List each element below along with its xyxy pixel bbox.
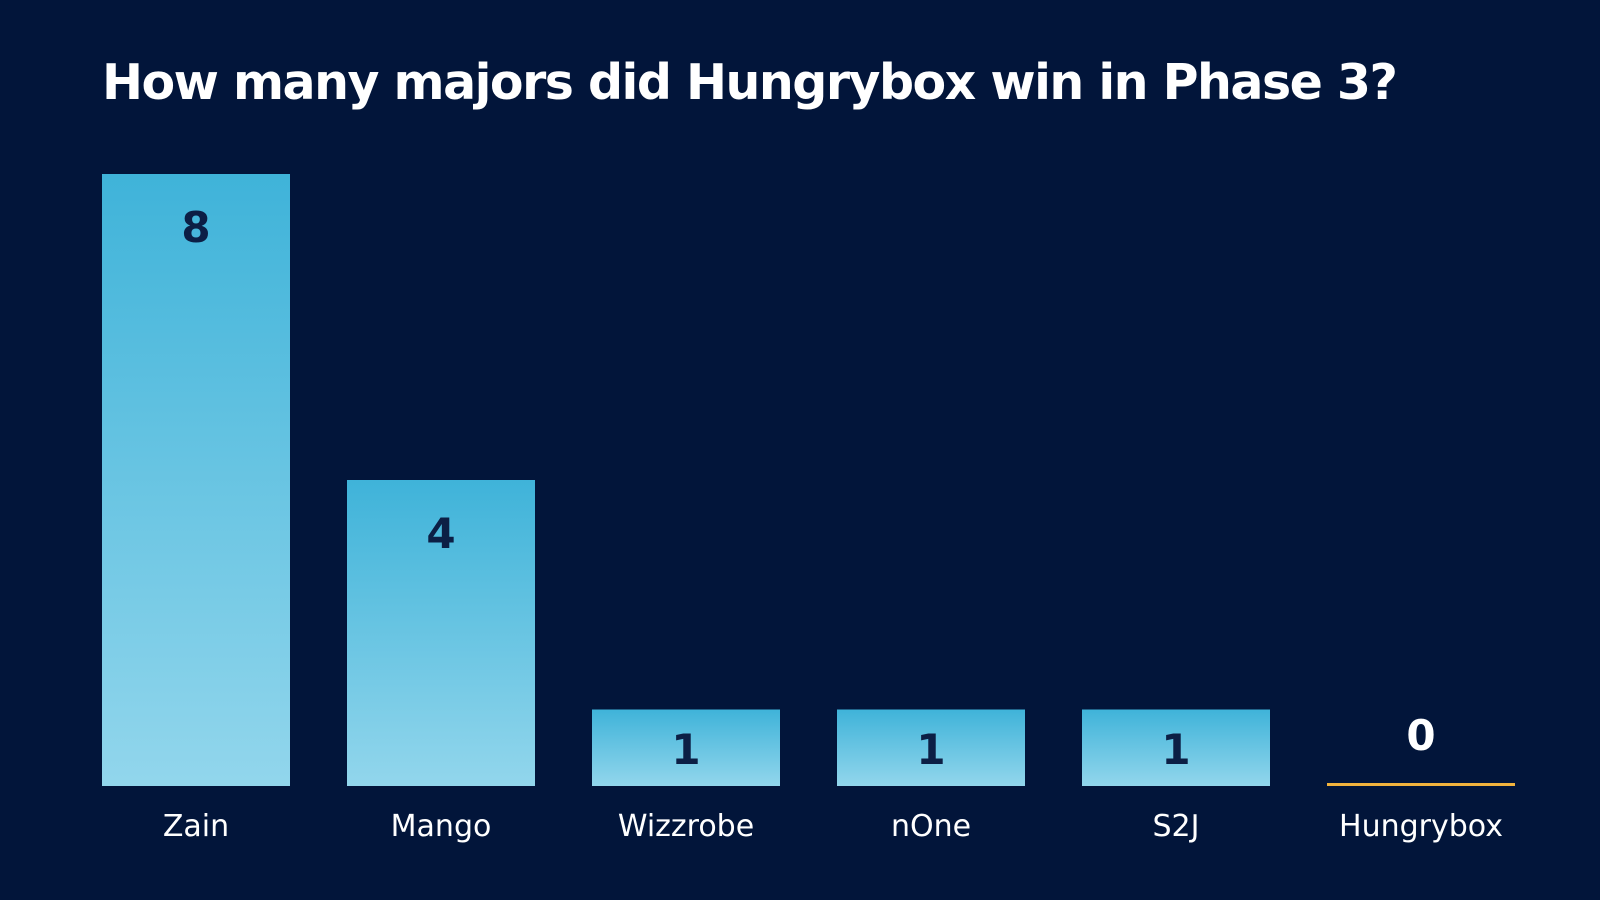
bar-zain (102, 174, 290, 786)
value-label-s2j: 1 (1161, 725, 1190, 774)
category-label-none: nOne (891, 809, 971, 844)
value-label-wizzrobe: 1 (671, 725, 700, 774)
category-label-s2j: S2J (1153, 809, 1200, 844)
value-label-hungrybox: 0 (1406, 711, 1435, 760)
bar-hungrybox-zero-line (1327, 783, 1515, 786)
category-labels-group: Zain Mango Wizzrobe nOne S2J Hungrybox (163, 809, 1503, 844)
bar-mango (347, 480, 535, 786)
bar-s2j (1082, 709, 1270, 786)
bar-none (837, 709, 1025, 786)
chart-title: How many majors did Hungrybox win in Pha… (102, 54, 1398, 111)
category-label-wizzrobe: Wizzrobe (618, 809, 754, 844)
category-label-hungrybox: Hungrybox (1339, 809, 1503, 844)
category-label-mango: Mango (391, 809, 492, 844)
value-label-zain: 8 (181, 203, 210, 252)
value-label-mango: 4 (426, 509, 455, 558)
value-label-none: 1 (916, 725, 945, 774)
value-labels-group: 8 4 1 1 1 0 (181, 203, 1435, 774)
bars-group (102, 174, 1515, 786)
category-label-zain: Zain (163, 809, 229, 844)
bar-wizzrobe (592, 709, 780, 786)
